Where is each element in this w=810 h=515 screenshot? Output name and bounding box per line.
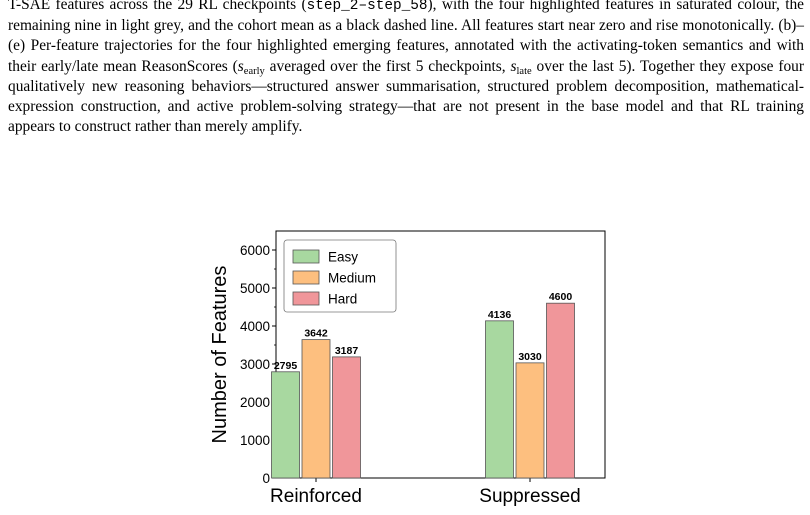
plot-frame (275, 230, 606, 479)
y-tick-label: 5000 (240, 281, 270, 296)
caption-early-subscript: early (243, 65, 265, 77)
x-tick-label: Reinforced (270, 486, 362, 507)
bar (332, 356, 361, 479)
legend-swatch (292, 249, 320, 264)
y-tick-label: 4000 (240, 319, 270, 334)
y-tick-label: 3000 (240, 357, 270, 372)
data-label: 4136 (488, 309, 512, 321)
caption-s-symbol: s (237, 57, 244, 75)
y-tick-label: 2000 (240, 395, 270, 410)
caption-body: ), with the four highlighted features in… (8, 0, 805, 75)
figure-caption: T-SAE features across the 29 RL checkpoi… (8, 0, 804, 137)
y-tick-label: 1000 (240, 433, 270, 448)
bar (515, 362, 545, 479)
bar (271, 371, 300, 479)
y-axis-label: Number of Features (209, 266, 231, 444)
data-label: 4600 (549, 291, 573, 303)
caption-intro: T-SAE features across the 29 RL checkpoi… (8, 0, 307, 13)
caption-s-symbol-2: s (510, 57, 517, 75)
legend-label: Medium (328, 271, 376, 286)
caption-mid: averaged over the first 5 checkpoints, (264, 57, 511, 75)
data-label: 3187 (335, 345, 359, 357)
bar (301, 339, 331, 479)
legend-swatch (292, 291, 320, 306)
bar (546, 302, 575, 479)
y-tick-label: 6000 (240, 243, 270, 258)
caption-tail: over the last 5). Together they expose f… (8, 57, 805, 136)
legend-label: Easy (328, 250, 358, 265)
caption-late-subscript: late (516, 65, 532, 77)
legend-label: Hard (328, 292, 357, 307)
x-tick-label: Suppressed (479, 486, 580, 507)
y-tick-label: 0 (262, 471, 270, 486)
data-label: 3030 (518, 351, 542, 363)
caption-step-range: step_2–step_58 (306, 0, 428, 14)
data-label: 2795 (274, 360, 298, 372)
data-label: 3642 (304, 328, 328, 340)
legend-swatch (292, 270, 320, 285)
bar (485, 320, 514, 479)
